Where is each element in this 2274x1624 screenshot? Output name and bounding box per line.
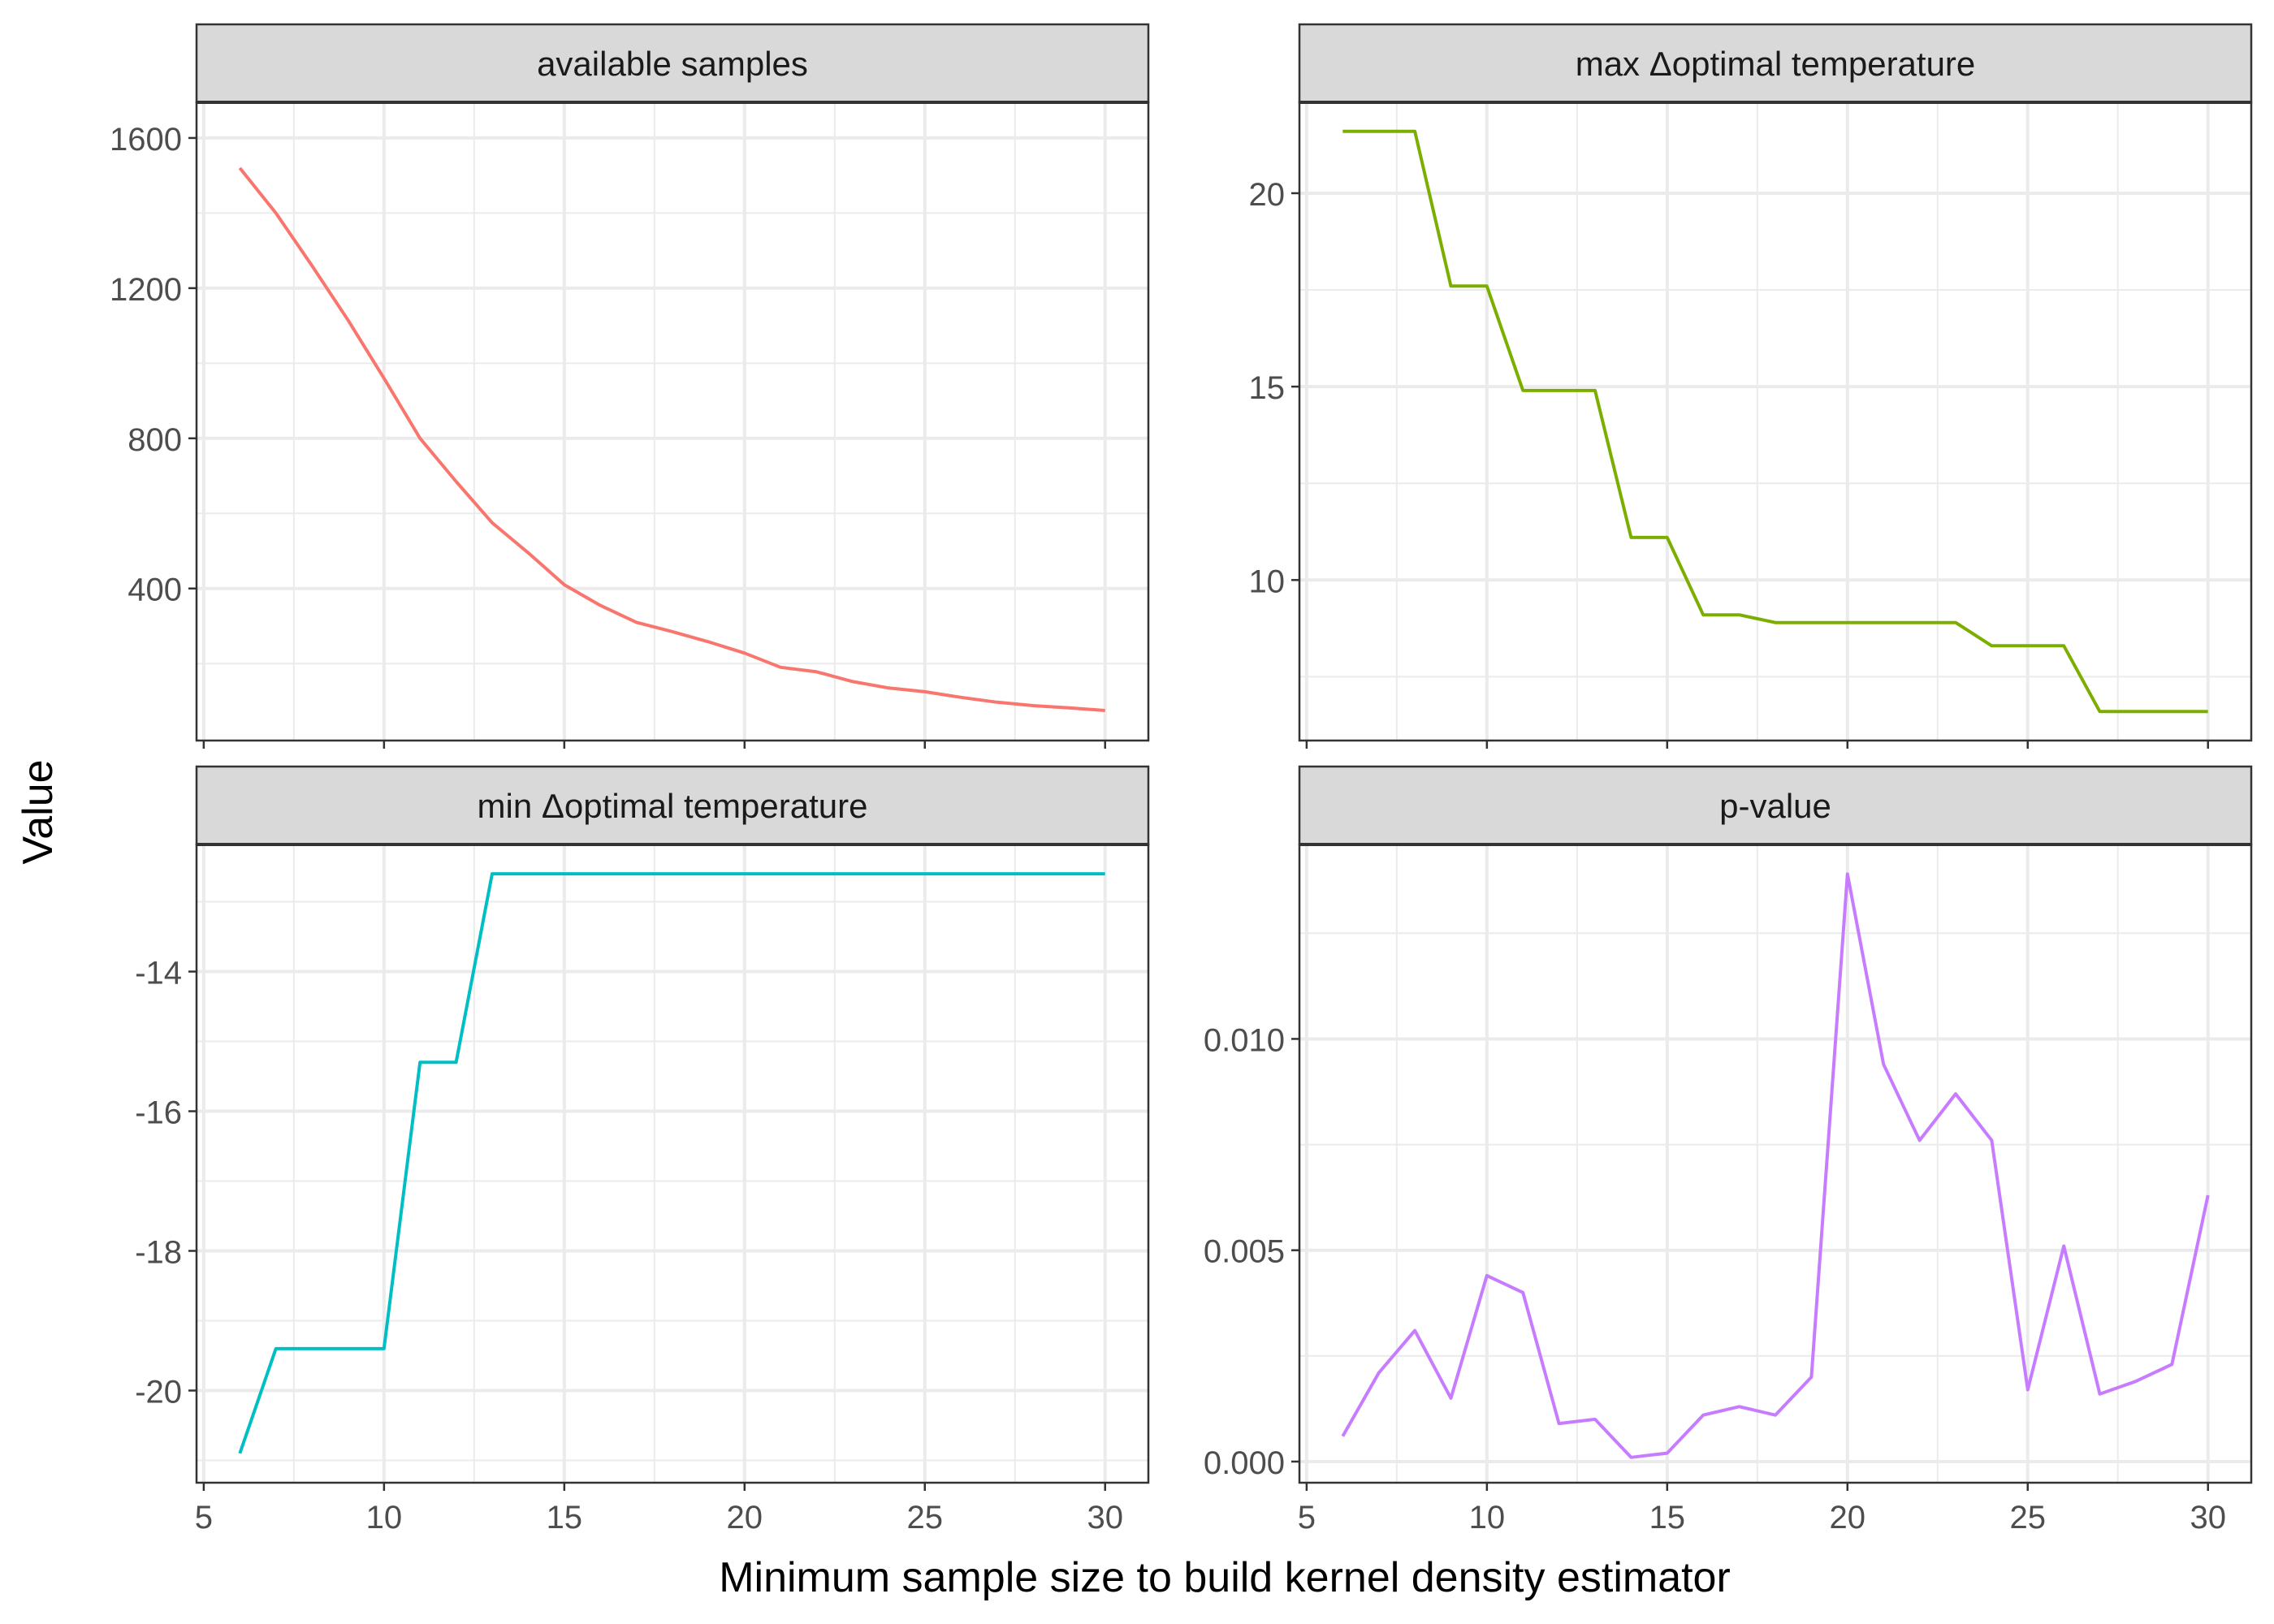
x-tick-label: 30 [1087,1500,1123,1535]
y-tick-label: 800 [128,422,182,458]
x-tick-label: 15 [1649,1500,1686,1535]
series-line [1341,872,2210,1459]
facet-strip [195,23,1150,104]
x-tick-label: 15 [547,1500,583,1535]
y-tick-label: 0.010 [1204,1022,1285,1058]
panel-background [197,844,1148,1483]
series-line [238,166,1105,712]
x-tick-label: 10 [1469,1500,1506,1535]
x-tick-label: 25 [907,1500,944,1535]
x-tick-label: 5 [1298,1500,1316,1535]
x-tick-label: 5 [195,1500,213,1535]
facet-strip [195,765,1150,846]
facet-strip-label: max Δoptimal temperature [1576,45,1976,83]
facet-panel: available samples 400 800 1200 1600 [110,23,1150,749]
x-tick-label: 30 [2190,1500,2226,1535]
x-tick-label: 25 [2010,1500,2047,1535]
y-tick-label: 1600 [110,122,182,158]
panel-background [197,102,1148,741]
y-axis-title: Value [15,759,62,864]
series-line [238,872,1105,1454]
y-tick-label: -14 [135,956,182,991]
panel-background [1299,844,2251,1483]
y-tick-label: 1200 [110,272,182,308]
panel-background [1299,102,2251,741]
y-tick-label: 15 [1249,370,1286,406]
x-tick-label: 20 [727,1500,763,1535]
y-tick-label: -20 [135,1374,182,1410]
facet-panel: p-value 0.000 0.005 0.010 5 10 15 20 25 30 [1204,765,2253,1535]
y-tick-label: -16 [135,1095,182,1131]
facet-strip-label: available samples [537,45,808,83]
y-tick-label: 20 [1249,177,1286,213]
y-tick-label: -18 [135,1234,182,1270]
facet-strip-label: p-value [1719,787,1831,825]
facet-strip-label: min Δoptimal temperature [478,787,868,825]
y-tick-label: 0.000 [1204,1445,1285,1481]
facet-panel: min Δoptimal temperature -20 -18 -16 -14 5 10 1… [135,765,1150,1535]
panels: available samples 400 800 1200 1600 max Δopti… [110,23,2253,1535]
x-axis-title: Minimum sample size to build kernel dens… [719,1554,1731,1601]
x-tick-label: 10 [366,1500,403,1535]
y-tick-label: 10 [1249,564,1286,599]
x-tick-label: 20 [1830,1500,1866,1535]
y-tick-label: 400 [128,572,182,608]
y-tick-label: 0.005 [1204,1234,1285,1270]
facet-panel: max Δoptimal temperature 10 15 20 [1249,23,2253,749]
